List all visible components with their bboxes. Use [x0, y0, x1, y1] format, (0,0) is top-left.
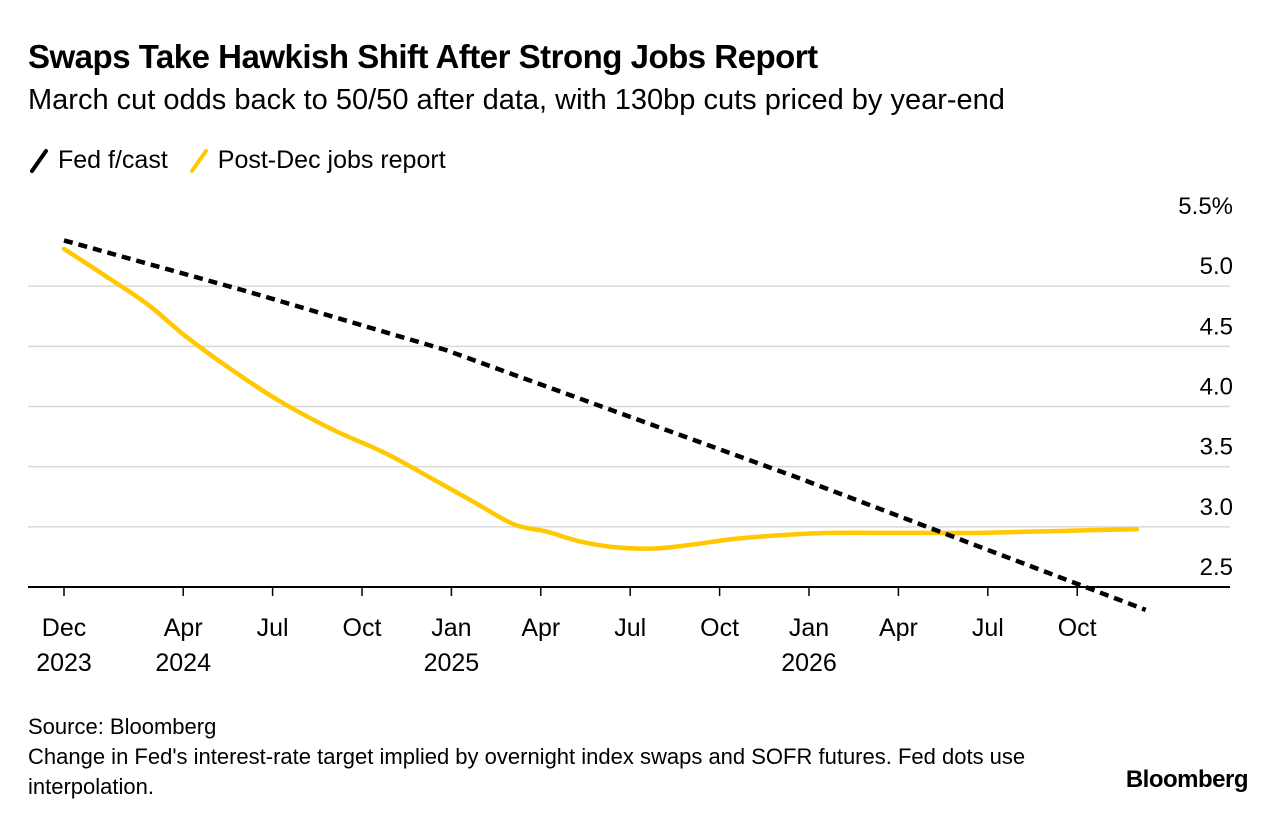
series-line-fed-forecast: [63, 238, 1147, 613]
legend-item-post-dec-jobs: Post-Dec jobs report: [188, 146, 446, 175]
legend-swatch-post-dec-jobs: [189, 148, 208, 173]
legend-label-fed-forecast: Fed f/cast: [58, 146, 168, 174]
x-tick-label: Jan: [431, 614, 471, 642]
x-tick-label: Oct: [343, 614, 382, 642]
x-tick-label: Apr: [521, 614, 560, 642]
chart-title: Swaps Take Hawkish Shift After Strong Jo…: [28, 38, 818, 75]
y-tick-label: 5.5%: [1178, 193, 1233, 220]
y-tick-label: 5.0: [1200, 253, 1233, 280]
x-tick-label: Jul: [972, 614, 1004, 642]
methodology-note: Change in Fed's interest-rate target imp…: [28, 744, 1026, 799]
footer: Source: Bloomberg Change in Fed's intere…: [28, 712, 1028, 802]
x-tick-label: Jul: [614, 614, 646, 642]
source-note: Source: Bloomberg: [28, 714, 217, 739]
series-line-post-dec-jobs-report: [61, 246, 1140, 551]
y-tick-label: 4.0: [1200, 374, 1233, 401]
x-tick-label: Oct: [1058, 614, 1097, 642]
x-tick-label: Oct: [700, 614, 739, 642]
x-tick-label: Apr: [879, 614, 918, 642]
y-tick-label: 4.5: [1200, 313, 1233, 340]
x-tick-year-label: 2025: [424, 649, 480, 677]
y-tick-label: 2.5: [1200, 554, 1233, 581]
bloomberg-logo: Bloomberg: [1125, 766, 1249, 793]
legend: Fed f/cast Post-Dec jobs report: [28, 146, 466, 175]
x-tick-label: Dec: [42, 614, 86, 642]
x-tick-label: Jan: [789, 614, 829, 642]
x-tick-year-label: 2024: [155, 649, 211, 677]
x-tick-label: Jul: [257, 614, 289, 642]
chart-subtitle: March cut odds back to 50/50 after data,…: [28, 84, 1005, 116]
x-tick-label: Apr: [164, 614, 203, 642]
legend-item-fed-forecast: Fed f/cast: [28, 146, 168, 175]
legend-swatch-fed-forecast: [30, 148, 48, 173]
y-tick-label: 3.5: [1200, 434, 1233, 461]
x-tick-year-label: 2023: [36, 649, 92, 677]
y-tick-label: 3.0: [1200, 494, 1233, 521]
legend-label-post-dec-jobs: Post-Dec jobs report: [217, 146, 446, 174]
x-tick-year-label: 2026: [781, 649, 837, 677]
